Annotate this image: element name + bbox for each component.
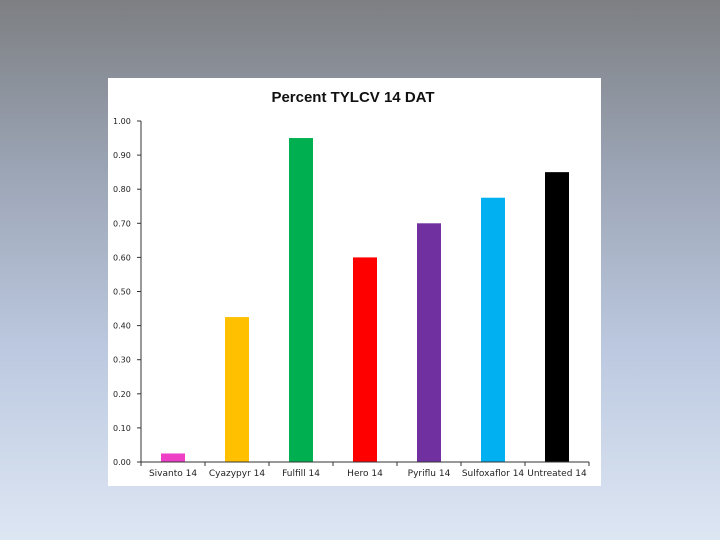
x-category-label: Pyriflu 14	[408, 469, 451, 479]
y-tick-label: 0.00	[113, 458, 131, 467]
bar-untreated-14	[545, 172, 569, 462]
y-tick-label: 1.00	[113, 117, 131, 126]
chart-panel: Percent TYLCV 14 DAT 0.00 0.10 0.20 0.30 0.4…	[108, 78, 601, 486]
y-tick-label: 0.10	[113, 424, 131, 433]
bar-sulfoxaflor-14	[481, 197, 505, 462]
bar-sivanto-14	[161, 453, 185, 462]
x-category-label: Sulfoxaflor 14	[462, 469, 525, 479]
bar-chart: Percent TYLCV 14 DAT 0.00 0.10 0.20 0.30 0.4…	[113, 89, 590, 479]
x-category-label: Fulfill 14	[282, 469, 320, 479]
y-tick-label: 0.50	[113, 288, 131, 297]
chart-title: Percent TYLCV 14 DAT	[271, 89, 434, 106]
y-tick-label: 0.30	[113, 356, 131, 365]
bar-pyriflu-14	[417, 223, 441, 462]
bar-cyazypyr-14	[225, 317, 249, 462]
y-tick-label: 0.60	[113, 253, 131, 262]
bar-fulfill-14	[289, 138, 313, 463]
y-tick-label: 0.70	[113, 219, 131, 228]
y-tick-label: 0.90	[113, 151, 131, 160]
y-axis-ticks: 0.00 0.10 0.20 0.30 0.40 0.50 0.60 0.70 0.80 0.90…	[113, 117, 141, 467]
x-category-label: Hero 14	[347, 469, 383, 479]
y-tick-label: 0.80	[113, 185, 131, 194]
x-category-label: Cyazypyr 14	[209, 469, 266, 479]
y-tick-label: 0.40	[113, 322, 131, 331]
y-tick-label: 0.20	[113, 390, 131, 399]
bars	[161, 138, 569, 463]
x-category-label: Untreated 14	[527, 469, 587, 479]
bar-hero-14	[353, 257, 377, 462]
x-axis-labels: Sivanto 14 Cyazypyr 14 Fulfill 14 Hero 14 Py…	[140, 462, 590, 479]
x-category-label: Sivanto 14	[149, 469, 197, 479]
